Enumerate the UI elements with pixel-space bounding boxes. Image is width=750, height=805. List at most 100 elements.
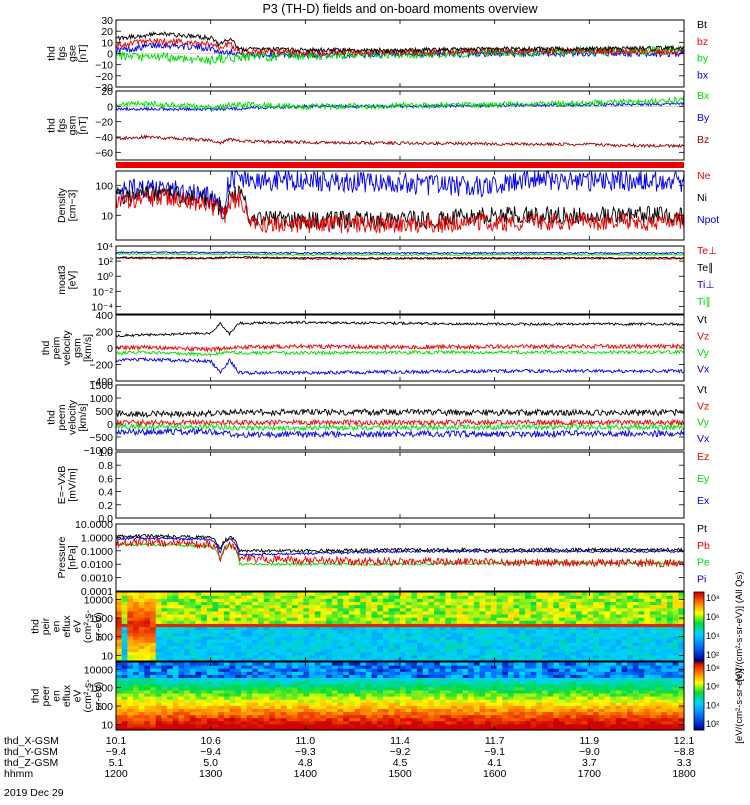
peir-cell: [161, 645, 168, 650]
peer-cell: [400, 668, 407, 672]
peer-cell: [428, 717, 435, 722]
peer-cell: [144, 689, 151, 694]
peir-cell: [473, 613, 481, 618]
peir-cell: [456, 645, 464, 650]
peer-cell: [655, 689, 662, 694]
peir-cell: [530, 648, 537, 653]
peir-cell: [479, 651, 486, 656]
peer-cell: [661, 711, 668, 716]
peer-cell: [649, 720, 657, 725]
peer-cell: [275, 714, 282, 719]
peir-cell: [542, 607, 549, 612]
peir-cell: [382, 604, 390, 609]
peir-cell: [576, 635, 583, 640]
peir-cell: [377, 604, 384, 609]
peer-cell: [382, 696, 390, 700]
peer-cell: [258, 674, 265, 679]
peem-ylabel-line: peem: [56, 404, 68, 431]
peer-cell: [542, 708, 549, 713]
peer-cell: [252, 696, 259, 700]
peer-cell: [297, 674, 305, 679]
peer-cell: [235, 662, 242, 666]
peer-cell: [314, 708, 322, 713]
peir-cell: [445, 617, 452, 621]
peer-cell: [405, 726, 412, 731]
peir-cell: [235, 639, 242, 643]
peir-cell: [292, 592, 299, 596]
peer-cell: [343, 726, 350, 731]
peir-cell: [201, 654, 208, 659]
peir-cell: [144, 623, 151, 628]
peer-cell: [513, 699, 520, 703]
fgs-series-2: [115, 37, 685, 58]
peer-cell: [275, 683, 282, 688]
peir-cell: [519, 651, 526, 656]
peer-cell: [644, 705, 651, 709]
peer-cell: [644, 720, 651, 725]
peer-cell: [121, 717, 128, 722]
peer-cell: [303, 692, 310, 697]
peer-cell: [354, 708, 361, 713]
peir-cell: [223, 645, 231, 650]
peir-cell: [286, 617, 293, 621]
peir-cell: [638, 598, 645, 603]
peer-cell: [632, 717, 640, 722]
peir-cell: [314, 654, 322, 659]
peir-cell: [292, 617, 299, 621]
peer-cell: [172, 677, 180, 682]
peer-cell: [246, 699, 253, 703]
peir-cell: [246, 651, 253, 656]
peir-cell: [496, 598, 503, 603]
peir-cell: [621, 635, 628, 640]
peer-cell: [121, 683, 128, 688]
peir-cell: [263, 654, 270, 659]
peir-cell: [411, 604, 418, 609]
peir-cell: [138, 645, 145, 650]
peer-cell: [445, 705, 452, 709]
peer-colorbar-step: [694, 679, 704, 682]
peir-cell: [394, 645, 401, 650]
peer-cell: [655, 705, 662, 709]
peer-cell: [326, 696, 333, 700]
peir-cell: [530, 635, 537, 640]
peir-cell: [314, 607, 322, 612]
peir-cell: [365, 617, 373, 621]
fgs-legend-item: bx: [697, 69, 709, 81]
peir-cell: [326, 607, 333, 612]
peer-cell: [456, 711, 464, 716]
peir-cell: [201, 642, 208, 646]
peir-cell: [559, 632, 566, 637]
peir-cell: [258, 620, 265, 624]
peer-cell: [513, 668, 520, 672]
peir-cell: [229, 598, 236, 603]
peir-cell: [536, 645, 543, 650]
peer-cell: [127, 723, 134, 728]
peer-cell: [258, 696, 265, 700]
moat3-ytick-label: 10²: [98, 256, 114, 268]
peir-cell: [377, 642, 384, 646]
peer-cell: [371, 708, 378, 713]
peer-cell: [133, 726, 140, 731]
peir-cell: [502, 648, 509, 653]
peir-cell: [502, 639, 509, 643]
peer-cell: [212, 696, 219, 700]
peir-cell: [382, 610, 390, 615]
peer-cell: [360, 671, 367, 675]
peir-cell: [638, 623, 645, 628]
peer-cell: [360, 692, 367, 697]
peir-cell: [678, 651, 685, 656]
peer-cell: [434, 689, 441, 694]
peir-cell: [138, 623, 145, 628]
peer-cell: [632, 723, 640, 728]
peir-cell: [672, 645, 679, 650]
peir-cell: [451, 604, 458, 609]
peer-cell: [212, 711, 219, 716]
peer-cell: [553, 696, 560, 700]
peir-cell: [184, 651, 191, 656]
peer-cell: [161, 668, 168, 672]
peir-cell: [655, 604, 662, 609]
peir-cell: [365, 657, 373, 662]
peer-cell: [172, 711, 180, 716]
peir-cell: [263, 645, 270, 650]
peer-cell: [530, 726, 537, 731]
